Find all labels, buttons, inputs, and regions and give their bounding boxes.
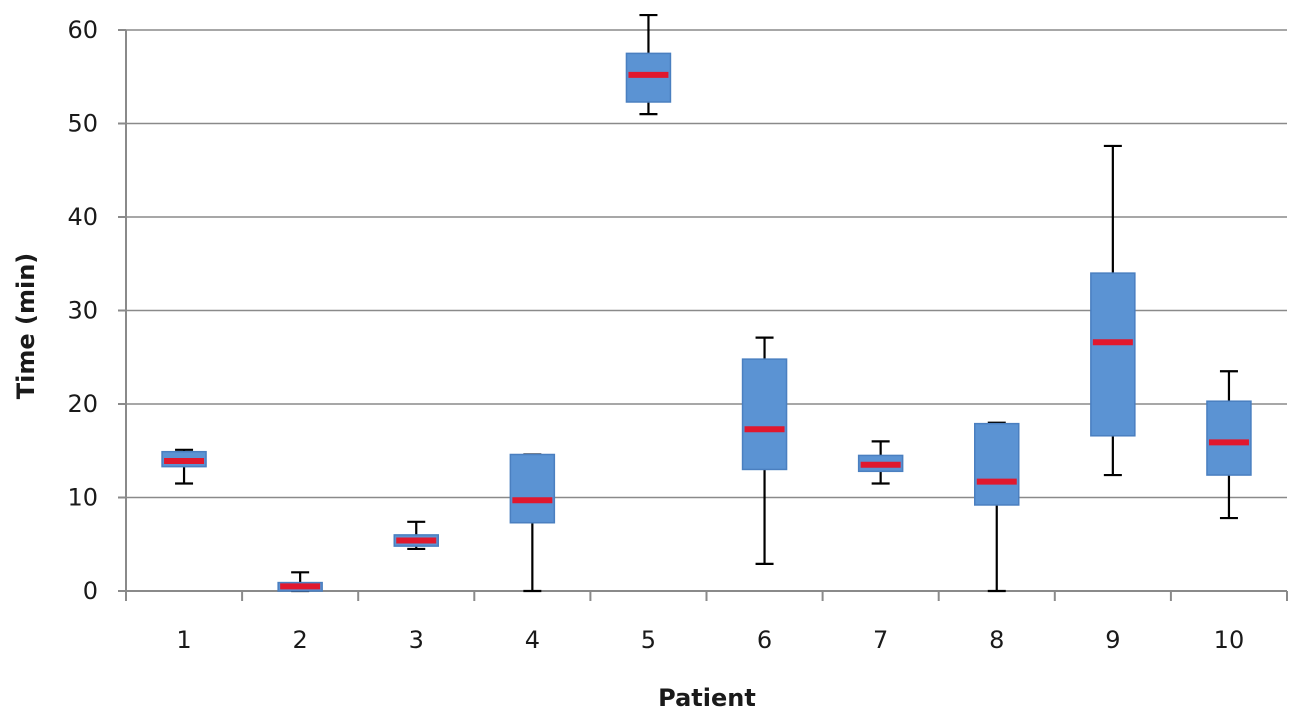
iqr-box [509,453,556,524]
iqr-box [974,422,1020,506]
x-axis-title: Patient [658,684,756,712]
y-tick-label: 0 [83,577,98,605]
x-tick-label: 4 [525,626,540,654]
box-patient-7 [857,440,904,485]
box-patient-9 [1090,144,1136,477]
box-patient-5 [625,13,672,116]
y-tick-label: 60 [67,16,98,44]
x-tick-label: 3 [409,626,424,654]
boxes [161,13,1252,593]
y-tick-label: 50 [67,110,98,138]
x-tick-label: 6 [757,626,772,654]
y-tick-label: 30 [67,297,98,325]
x-tick-labels: 1 2 3 4 5 6 7 8 9 10 [125,591,1288,654]
box-patient-2 [277,571,323,593]
box-patient-4 [509,453,556,593]
iqr-box [1206,400,1252,476]
box-patient-3 [393,520,439,551]
y-axis-title: Time (min) [12,253,40,400]
y-tick-labels: 0 10 20 30 40 50 60 [67,16,98,605]
box-patient-1 [161,448,207,485]
x-tick-label: 9 [1105,626,1120,654]
x-tick-label: 2 [293,626,308,654]
box-patient-10 [1206,370,1252,520]
x-tick-label: 10 [1214,626,1245,654]
y-tick-label: 20 [67,390,98,418]
x-tick-label: 8 [989,626,1004,654]
iqr-box [741,358,788,471]
x-tick-label: 7 [873,626,888,654]
iqr-box [1090,272,1136,437]
box-patient-8 [974,421,1020,593]
x-tick-label: 5 [641,626,656,654]
x-tick-label: 1 [176,626,191,654]
y-tick-label: 40 [67,203,98,231]
y-tick-label: 10 [67,484,98,512]
box-patient-6 [741,336,788,565]
